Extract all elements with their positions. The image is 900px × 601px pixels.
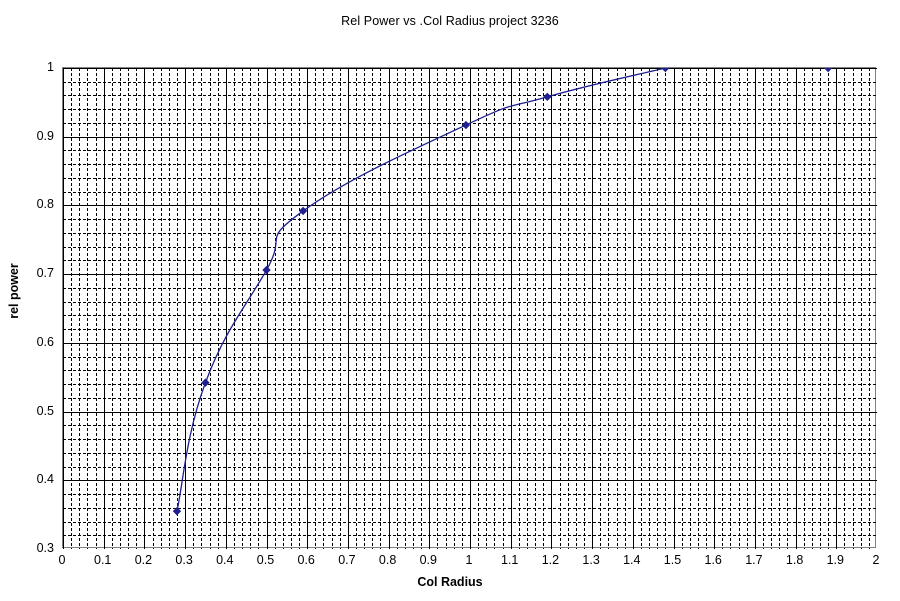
y-axis-tick-label: 0.5	[36, 403, 54, 418]
x-axis-tick-label: 0	[58, 553, 66, 567]
x-axis-tick-label: 0.9	[419, 553, 437, 567]
y-axis-tick-label: 0.6	[36, 334, 54, 349]
y-axis-tick-label: 0.9	[36, 128, 54, 143]
x-axis-tick-label: 0.2	[134, 553, 153, 567]
x-axis-tick-label: 1.8	[785, 553, 804, 567]
x-axis-tick-label: 1.7	[745, 553, 763, 567]
x-axis-tick-label: 1.3	[582, 553, 600, 567]
data-point-marker[interactable]	[201, 378, 210, 387]
data-series-layer	[172, 68, 833, 516]
y-axis-tick-label: 0.7	[36, 266, 54, 281]
plot-area	[62, 67, 877, 549]
x-axis-tick-label: 0.4	[216, 553, 234, 567]
x-axis-title: Col Radius	[417, 575, 483, 589]
x-axis-tick-label: 1.4	[623, 553, 641, 567]
grid-lines	[63, 68, 877, 549]
x-axis-tick-label: 1.9	[826, 553, 844, 567]
x-axis-tick-label: 1.2	[541, 553, 560, 567]
x-axis-tick-label: 1.6	[704, 553, 722, 567]
y-axis-tick-label: 1	[47, 60, 54, 74]
data-point-marker[interactable]	[461, 120, 471, 130]
x-axis-tick-label: 1	[465, 553, 473, 567]
x-axis-tick-label: 0.5	[256, 553, 275, 567]
x-axis-tick-labels: 0 0.1 0.2 0.3 0.4 0.5 0.6 0.7 0.8 0.9 1 1.1 1.2 1.3 1.…	[0, 553, 900, 573]
x-axis-tick-label: 0.7	[338, 553, 356, 567]
series-line	[176, 68, 666, 512]
x-axis-tick-label: 0.3	[175, 553, 193, 567]
x-axis-tick-label: 0.8	[378, 553, 397, 567]
y-axis-tick-label: 0.8	[36, 197, 54, 212]
data-point-marker[interactable]	[298, 206, 308, 216]
data-point-marker[interactable]	[543, 92, 552, 102]
chart-title: Rel Power vs .Col Radius project 3236	[341, 14, 559, 28]
x-axis-tick-label: 2	[872, 553, 880, 567]
data-point-marker[interactable]	[262, 265, 271, 275]
x-axis-tick-label: 1.5	[663, 553, 682, 567]
y-axis-tick-labels: 0.3 0.4 0.5 0.6 0.7 0.8 0.9 1	[0, 0, 54, 601]
data-point-marker[interactable]	[823, 68, 833, 73]
y-axis-tick-label: 0.4	[36, 472, 54, 487]
x-axis-tick-label: 1.1	[500, 553, 519, 567]
x-axis-tick-label: 0.1	[93, 553, 112, 567]
x-axis-tick-label: 0.6	[297, 553, 315, 567]
y-axis-tick-label: 0.3	[36, 541, 54, 555]
data-point-marker[interactable]	[661, 68, 670, 73]
data-point-marker[interactable]	[172, 507, 182, 516]
